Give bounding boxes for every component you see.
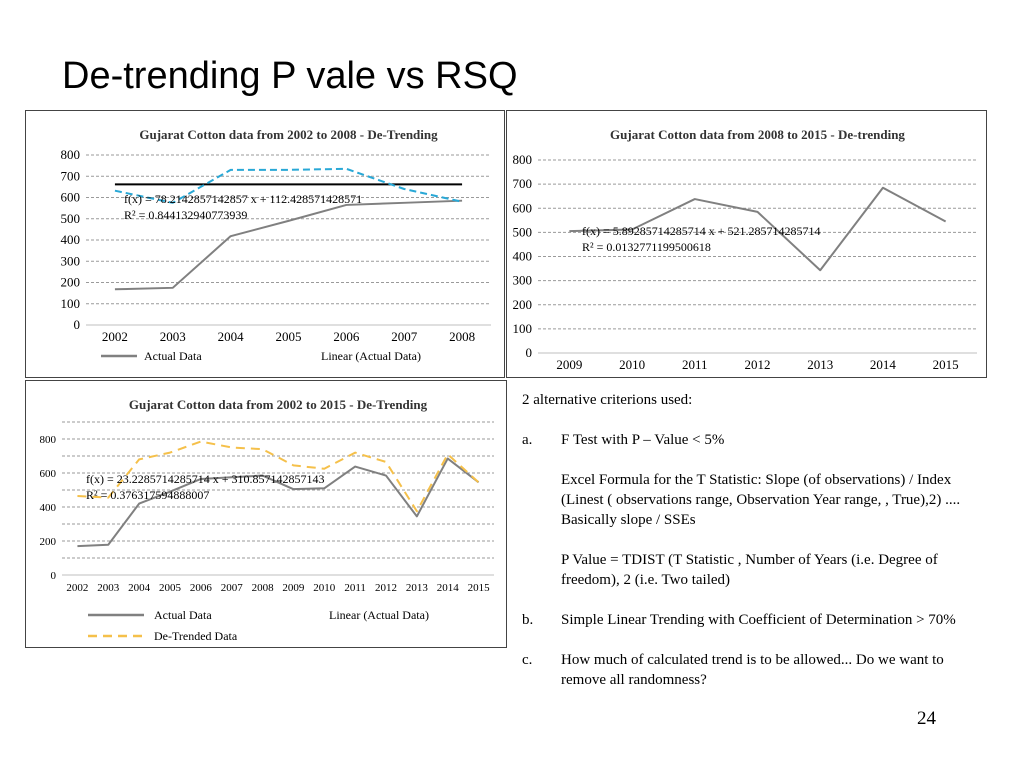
x-tick-label: 2011: [682, 357, 708, 372]
criterion-a: a. F Test with P – Value < 5% Excel Form…: [522, 430, 992, 590]
y-tick-label: 600: [61, 190, 81, 205]
criterion-c-text: How much of calculated trend is to be al…: [561, 652, 944, 688]
chart-2008-2015: Gujarat Cotton data from 2008 to 2015 - …: [506, 110, 987, 378]
series-line: [569, 186, 947, 272]
legend-label: Actual Data: [144, 349, 202, 363]
slide-title: De-trending P vale vs RSQ: [62, 55, 518, 97]
x-tick-label: 2007: [221, 582, 244, 594]
x-tick-label: 2008: [252, 582, 275, 594]
y-tick-label: 800: [40, 434, 57, 446]
chart-title: Gujarat Cotton data from 2002 to 2015 - …: [129, 397, 428, 412]
y-tick-label: 0: [74, 317, 81, 332]
legend-label: Linear (Actual Data): [329, 608, 429, 622]
y-tick-label: 500: [61, 211, 81, 226]
x-tick-label: 2011: [344, 582, 366, 594]
y-tick-label: 700: [61, 168, 81, 183]
y-tick-label: 800: [61, 147, 81, 162]
x-tick-label: 2004: [218, 329, 245, 344]
x-tick-label: 2005: [159, 582, 182, 594]
x-tick-label: 2010: [619, 357, 645, 372]
x-tick-label: 2003: [97, 582, 120, 594]
x-tick-label: 2002: [66, 582, 88, 594]
x-tick-label: 2014: [870, 357, 897, 372]
notes-intro: 2 alternative criterions used:: [522, 392, 693, 408]
chart-title: Gujarat Cotton data from 2002 to 2008 - …: [139, 127, 438, 142]
y-tick-label: 200: [40, 536, 57, 548]
series-line: [114, 199, 463, 291]
y-tick-label: 100: [513, 321, 533, 336]
x-tick-label: 2013: [406, 582, 429, 594]
x-tick-label: 2010: [313, 582, 336, 594]
trendline-equation: R² = 0.0132771199500618: [582, 240, 711, 254]
trendline-equation: f(x) = 78.2142857142857 x + 112.42857142…: [124, 192, 362, 206]
chart-title: Gujarat Cotton data from 2008 to 2015 - …: [610, 127, 905, 142]
y-tick-label: 600: [40, 468, 57, 480]
trendline-equation: R² = 0.844132940773939: [124, 208, 247, 222]
series-line: [114, 167, 463, 204]
trendline-equation: f(x) = 23.2285714285714 x + 310.85714285…: [86, 472, 325, 486]
criterion-b-marker: b.: [522, 612, 534, 628]
x-tick-label: 2014: [437, 582, 460, 594]
page-number: 24: [917, 708, 936, 729]
x-tick-label: 2008: [449, 329, 475, 344]
trendline-equation: f(x) = 5.89285714285714 x + 521.28571428…: [582, 224, 821, 238]
y-tick-label: 400: [61, 232, 81, 247]
legend-label: Linear (Actual Data): [321, 349, 421, 363]
chart-2002-2015: Gujarat Cotton data from 2002 to 2015 - …: [25, 380, 507, 648]
x-tick-label: 2007: [391, 329, 418, 344]
x-tick-label: 2015: [933, 357, 959, 372]
series-line: [77, 457, 480, 548]
x-tick-label: 2009: [282, 582, 305, 594]
criterion-c: c. How much of calculated trend is to be…: [522, 650, 992, 690]
criterion-a-pvalue: P Value = TDIST (T Statistic , Number of…: [561, 552, 938, 588]
y-tick-label: 200: [61, 275, 81, 290]
y-tick-label: 500: [513, 224, 533, 239]
x-tick-label: 2004: [128, 582, 151, 594]
y-tick-label: 100: [61, 296, 81, 311]
criterion-c-marker: c.: [522, 652, 533, 668]
trendline-equation: R² = 0.376317594888007: [86, 488, 209, 502]
y-tick-label: 300: [61, 253, 81, 268]
criterion-b-text: Simple Linear Trending with Coefficient …: [561, 612, 956, 628]
x-tick-label: 2006: [190, 582, 213, 594]
x-tick-label: 2009: [556, 357, 582, 372]
y-tick-label: 200: [513, 297, 533, 312]
x-tick-label: 2013: [807, 357, 833, 372]
legend-label: De-Trended Data: [154, 629, 238, 643]
y-tick-label: 0: [526, 345, 533, 360]
criterion-a-formula: Excel Formula for the T Statistic: Slope…: [561, 472, 961, 528]
y-tick-label: 600: [513, 200, 533, 215]
x-tick-label: 2003: [160, 329, 186, 344]
y-tick-label: 0: [51, 570, 57, 582]
y-tick-label: 400: [513, 249, 533, 264]
criterion-b: b. Simple Linear Trending with Coefficie…: [522, 610, 992, 630]
legend-label: Actual Data: [154, 608, 212, 622]
y-tick-label: 300: [513, 273, 533, 288]
x-tick-label: 2002: [102, 329, 128, 344]
y-tick-label: 400: [40, 502, 57, 514]
chart-2002-2008-svg: Gujarat Cotton data from 2002 to 2008 - …: [61, 127, 491, 363]
y-tick-label: 700: [513, 176, 533, 191]
x-tick-label: 2005: [276, 329, 302, 344]
y-tick-label: 800: [513, 152, 533, 167]
x-tick-label: 2012: [745, 357, 771, 372]
x-tick-label: 2015: [468, 582, 491, 594]
chart-2002-2015-svg: Gujarat Cotton data from 2002 to 2015 - …: [40, 397, 494, 643]
criterion-a-text: F Test with P – Value < 5%: [561, 432, 725, 448]
chart-2002-2008: Gujarat Cotton data from 2002 to 2008 - …: [25, 110, 505, 378]
chart-2008-2015-svg: Gujarat Cotton data from 2008 to 2015 - …: [513, 127, 977, 372]
notes-panel: 2 alternative criterions used: a. F Test…: [522, 390, 992, 690]
x-tick-label: 2006: [333, 329, 360, 344]
criterion-a-marker: a.: [522, 432, 533, 448]
x-tick-label: 2012: [375, 582, 397, 594]
